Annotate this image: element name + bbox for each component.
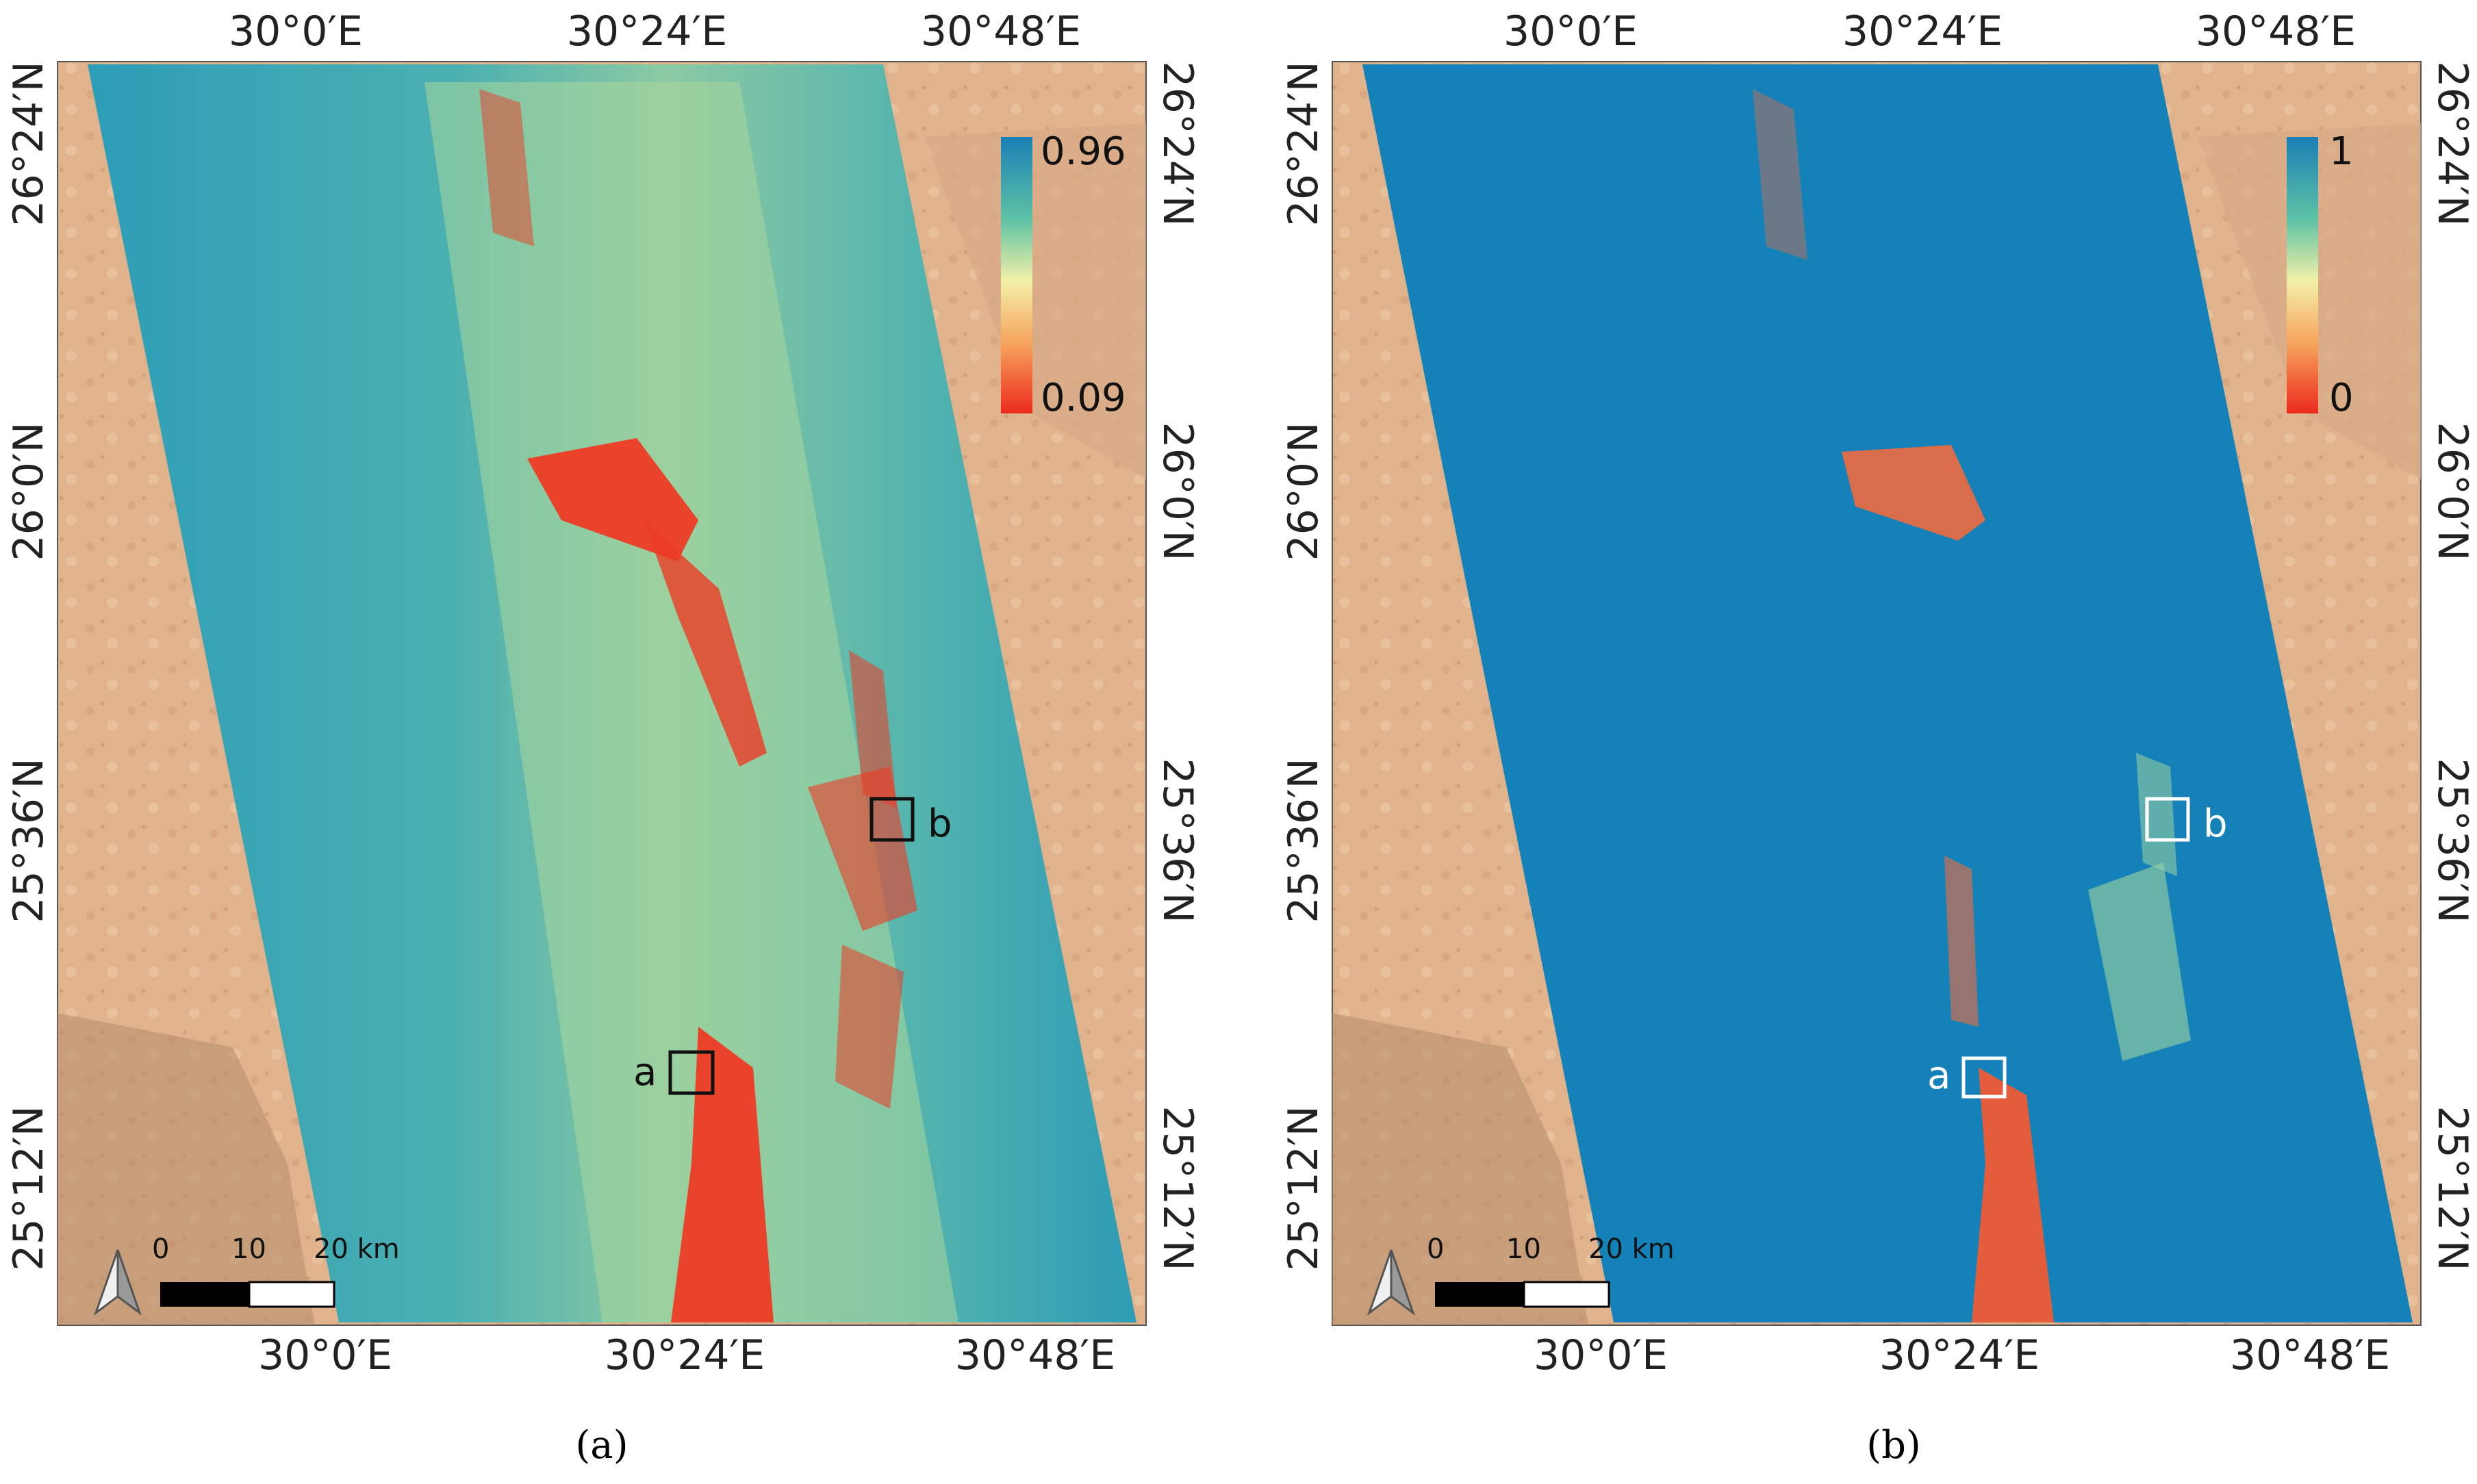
panel-b-colorbar-max-label: 1 <box>2329 129 2354 174</box>
scalebar-label-20km: 20 km <box>1588 1233 1675 1265</box>
panel-b-site-label-b: b <box>2203 802 2228 846</box>
panel-b-lat-left-1: 26°24′N <box>1280 61 1328 226</box>
panel-b-lon-bottom-3: 30°48′E <box>2230 1331 2390 1379</box>
panel-a-swath-band <box>424 82 958 1322</box>
scalebar-label-10: 10 <box>231 1233 266 1265</box>
panel-a-lon-top-3: 30°48′E <box>921 8 1081 55</box>
panel-a-colorbar-max-label: 0.96 <box>1041 129 1126 174</box>
panel-b-lat-right-3: 25°36′N <box>2428 758 2476 923</box>
scalebar-label-10: 10 <box>1506 1233 1541 1265</box>
panel-b-dark-terrain <box>1332 1013 1588 1325</box>
panel-b-lon-top-1: 30°0′E <box>1503 8 1638 55</box>
panel-a-colorbar-min-label: 0.09 <box>1041 376 1126 420</box>
panel-b-caption: (b) <box>1866 1423 1921 1468</box>
panel-b-lat-right-2: 26°0′N <box>2428 422 2476 561</box>
scalebar-label-20km: 20 km <box>314 1233 400 1265</box>
panel-a-site-box-a <box>668 1050 715 1095</box>
panel-a-lat-left-1: 26°24′N <box>5 61 53 226</box>
north-arrow-icon <box>1367 1249 1416 1316</box>
panel-a-site-box-b <box>869 797 915 842</box>
panel-b-lat-right-4: 25°12′N <box>2428 1105 2476 1270</box>
panel-b-lon-top-2: 30°24′E <box>1842 8 2003 55</box>
panel-b-colorbar <box>2287 137 2318 413</box>
panel-b-lat-right-1: 26°24′N <box>2428 61 2476 226</box>
panel-a-lat-left-2: 26°0′N <box>5 422 53 561</box>
panel-b-red-features <box>1753 89 2191 1322</box>
panel-b-lat-left-4: 25°12′N <box>1280 1105 1328 1270</box>
panel-a-lon-bottom-3: 30°48′E <box>955 1331 1115 1379</box>
panel-a-lon-top-1: 30°0′E <box>229 8 363 55</box>
panel-a-caption: (a) <box>575 1423 628 1468</box>
north-arrow-icon <box>93 1249 142 1316</box>
panel-a-lat-right-4: 25°12′N <box>1154 1105 1202 1270</box>
panel-a-lon-bottom-2: 30°24′E <box>605 1331 765 1379</box>
panel-a-lat-left-3: 25°36′N <box>5 758 53 923</box>
panel-b-lon-top-3: 30°48′E <box>2196 8 2356 55</box>
panel-b-site-box-a <box>1961 1056 2007 1099</box>
panel-b-colorbar-min-label: 0 <box>2329 376 2354 420</box>
panel-a-lat-left-4: 25°12′N <box>5 1105 53 1270</box>
panel-a-lat-right-2: 26°0′N <box>1154 422 1202 561</box>
panel-a-dark-terrain-2 <box>924 123 1146 479</box>
panel-b-lon-bottom-2: 30°24′E <box>1879 1331 2040 1379</box>
panel-a-site-label-a: a <box>633 1050 657 1095</box>
panel-b-lon-bottom-1: 30°0′E <box>1534 1331 1668 1379</box>
panel-b-lat-left-2: 26°0′N <box>1280 422 1328 561</box>
panel-a-colorbar <box>1001 137 1032 413</box>
panel-a: 0.96 0.09 b a 0 10 20 km 30°0′E 30°24′E … <box>5 8 1202 1468</box>
panel-a-scalebar: 0 10 20 km <box>152 1233 400 1308</box>
scalebar-label-0: 0 <box>152 1233 169 1265</box>
panel-a-lon-top-2: 30°24′E <box>567 8 727 55</box>
panel-b-site-box-b <box>2145 797 2190 842</box>
panel-a-lat-right-1: 26°24′N <box>1154 61 1202 226</box>
panel-b-scalebar: 0 10 20 km <box>1427 1233 1675 1308</box>
panel-a-lon-bottom-1: 30°0′E <box>258 1331 392 1379</box>
scalebar-label-0: 0 <box>1427 1233 1444 1265</box>
panel-a-red-features <box>479 89 917 1322</box>
panel-a-dark-terrain <box>58 1013 315 1325</box>
panel-b-lat-left-3: 25°36′N <box>1280 758 1328 923</box>
panel-b: 1 0 b a 0 10 20 km 30°0′E 30°24′E 30°48′… <box>1280 8 2476 1468</box>
panel-a-site-label-b: b <box>928 802 952 846</box>
panel-a-lat-right-3: 25°36′N <box>1154 758 1202 923</box>
panel-b-site-label-a: a <box>1927 1053 1951 1098</box>
